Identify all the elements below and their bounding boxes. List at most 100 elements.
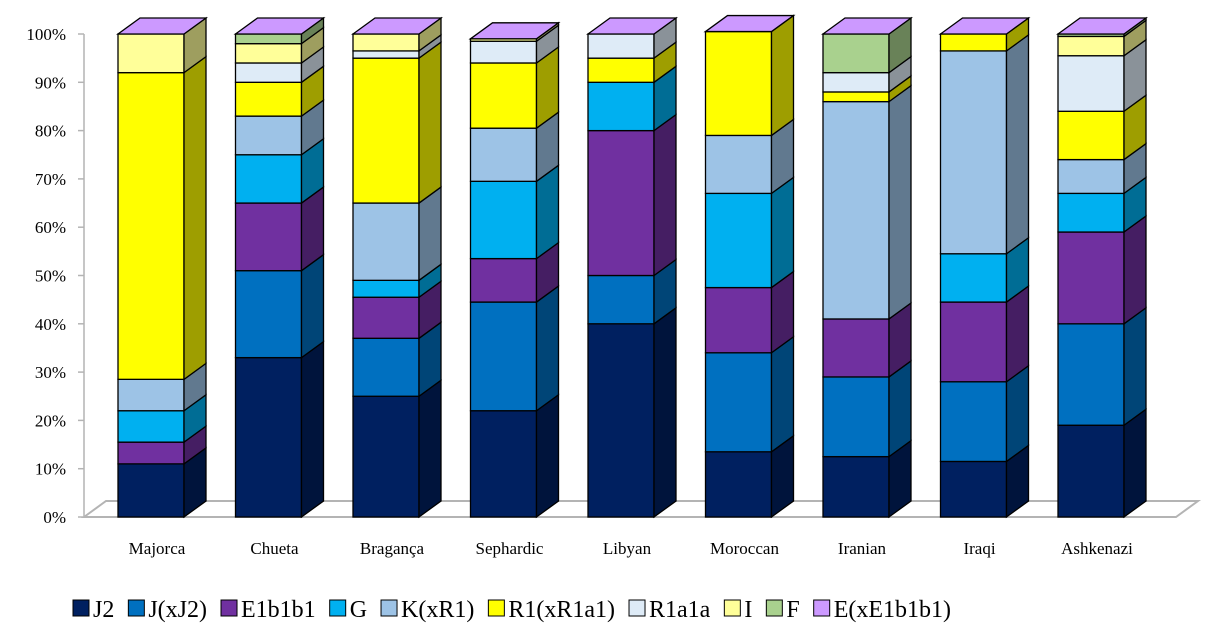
bar-segment-side bbox=[418, 378, 442, 519]
legend-item: J(xJ2) bbox=[127, 597, 207, 623]
y-tick-label: 70% bbox=[35, 170, 66, 189]
legend-label: J(xJ2) bbox=[148, 597, 207, 623]
legend-item: R1(xR1a1) bbox=[487, 597, 615, 623]
bar-stack bbox=[703, 14, 796, 519]
bar-top-cap bbox=[116, 17, 208, 35]
bar-segment bbox=[1057, 323, 1125, 426]
bar-top-cap bbox=[351, 17, 443, 35]
bar-segment bbox=[822, 91, 890, 103]
legend-swatch bbox=[723, 599, 741, 617]
bar-segment bbox=[587, 274, 655, 325]
bar-segment bbox=[822, 33, 890, 74]
bar-segment-side bbox=[770, 14, 795, 137]
bar-segment-side bbox=[1005, 33, 1030, 256]
bar-stack bbox=[938, 16, 1031, 519]
bar-segment bbox=[352, 296, 420, 339]
legend-item: G bbox=[329, 597, 367, 623]
bar-top-cap bbox=[703, 14, 796, 33]
bar-segment bbox=[704, 286, 773, 354]
bar-segment bbox=[117, 410, 185, 443]
bar-segment bbox=[1057, 158, 1125, 195]
x-category-label: Moroccan bbox=[710, 539, 779, 558]
bar-stack bbox=[821, 16, 913, 519]
bar-segment bbox=[469, 301, 538, 412]
bar-segment bbox=[352, 279, 420, 298]
legend-swatch bbox=[765, 599, 783, 617]
bar-segment bbox=[1057, 231, 1125, 325]
bar-segment bbox=[587, 81, 655, 132]
bar-segment bbox=[587, 33, 655, 59]
legend-label: F bbox=[786, 597, 799, 623]
y-tick-label: 40% bbox=[35, 315, 66, 334]
bar-segment bbox=[939, 33, 1008, 52]
bar-segment bbox=[704, 192, 773, 289]
bar-top-cap bbox=[1056, 17, 1148, 35]
bar-segment bbox=[1057, 192, 1125, 233]
bar-segment bbox=[234, 154, 303, 204]
legend-swatch bbox=[329, 599, 347, 617]
bar-segment bbox=[1057, 424, 1125, 518]
legend-item: K(xR1) bbox=[380, 597, 474, 623]
bar-segment-side bbox=[418, 40, 442, 205]
legend-item: E1b1b1 bbox=[220, 597, 316, 623]
y-tick-label: 80% bbox=[35, 122, 66, 141]
x-category-label: Iraqi bbox=[963, 539, 995, 558]
bar-segment bbox=[939, 50, 1008, 255]
bar-segment-side bbox=[888, 84, 912, 321]
legend-label: R1(xR1a1) bbox=[508, 597, 615, 623]
bar-stack bbox=[1056, 16, 1148, 519]
bar-segment-side bbox=[183, 55, 207, 381]
bar-segment bbox=[117, 463, 185, 518]
bar-segment bbox=[234, 202, 303, 272]
bar-segment bbox=[822, 376, 890, 458]
bar-segment bbox=[469, 180, 538, 260]
legend-item: E(xE1b1b1) bbox=[813, 597, 951, 623]
legend-label: E1b1b1 bbox=[241, 597, 316, 623]
legend-label: R1a1a bbox=[649, 597, 711, 623]
legend-swatch bbox=[127, 599, 145, 617]
x-category-label: Chueta bbox=[250, 539, 299, 558]
bar-segment bbox=[469, 62, 538, 129]
bar-segment bbox=[939, 460, 1008, 518]
bar-segment bbox=[352, 33, 420, 52]
bar-segment-side bbox=[653, 306, 677, 519]
bar-segment-side bbox=[300, 253, 325, 359]
bar-segment bbox=[352, 50, 420, 59]
bar-top-cap bbox=[821, 17, 913, 35]
x-category-label: Sephardic bbox=[476, 539, 544, 558]
legend-label: K(xR1) bbox=[401, 597, 474, 623]
legend-swatch bbox=[813, 599, 831, 617]
bar-segment bbox=[704, 352, 773, 453]
bar-top-cap bbox=[233, 17, 326, 35]
y-tick-label: 90% bbox=[35, 73, 66, 92]
bar-segment bbox=[704, 134, 773, 195]
bar-segment bbox=[234, 270, 303, 359]
bar-segment-side bbox=[1123, 214, 1147, 326]
bar-segment bbox=[822, 318, 890, 378]
bar-segment bbox=[234, 33, 303, 45]
legend-swatch bbox=[487, 599, 505, 617]
legend-label: I bbox=[744, 597, 752, 623]
bar-segment bbox=[587, 129, 655, 277]
legend-label: J2 bbox=[93, 597, 114, 623]
bar-segment bbox=[234, 43, 303, 64]
bar-segment bbox=[234, 62, 303, 83]
bar-top-cap bbox=[468, 22, 561, 40]
bar-segment-side bbox=[1123, 306, 1147, 427]
x-category-label: Majorca bbox=[129, 539, 186, 558]
legend-label: E(xE1b1b1) bbox=[834, 597, 951, 623]
legend: J2 J(xJ2) E1b1b1 G K(xR1) R1(xR1a1) R1a1a I F E(x… bbox=[72, 597, 951, 623]
bar-segment bbox=[352, 337, 420, 397]
bar-segment bbox=[587, 57, 655, 83]
bar-segment bbox=[117, 33, 185, 74]
legend-label: G bbox=[350, 597, 367, 623]
x-category-label: Ashkenazi bbox=[1061, 539, 1133, 558]
bar-segment-side bbox=[653, 113, 677, 277]
bar-segment bbox=[587, 323, 655, 518]
bar-segment bbox=[234, 356, 303, 518]
y-tick-label: 100% bbox=[26, 25, 66, 44]
bar-top-cap bbox=[586, 17, 678, 35]
y-tick-label: 50% bbox=[35, 267, 66, 286]
bar-segment bbox=[469, 257, 538, 303]
bar-segment bbox=[234, 81, 303, 117]
